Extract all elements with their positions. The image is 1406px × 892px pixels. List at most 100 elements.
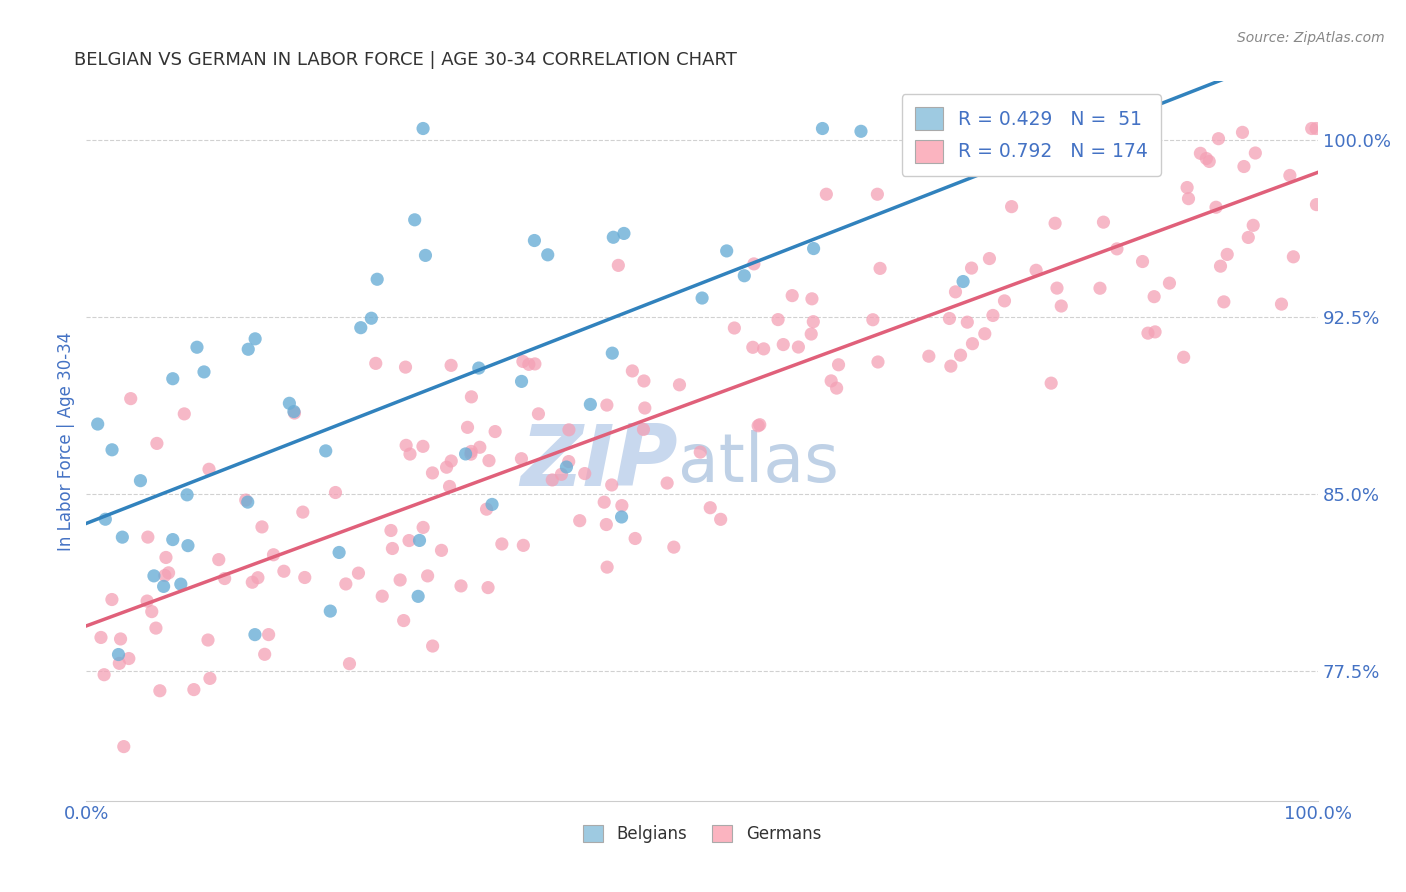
Point [537,248,560,262]
Point [371,589,394,603]
Point [1244,146,1267,161]
Point [1270,297,1292,311]
Point [1144,325,1167,339]
Point [602,230,624,244]
Point [1143,290,1166,304]
Point [510,451,533,466]
Point [440,454,463,468]
Point [170,577,193,591]
Point [849,124,872,138]
Point [869,261,891,276]
Point [801,315,824,329]
Point [450,579,472,593]
Point [240,575,263,590]
Point [1216,247,1239,261]
Point [723,321,745,335]
Point [579,397,602,411]
Point [454,447,477,461]
Point [236,495,259,509]
Point [512,538,534,552]
Point [422,466,444,480]
Point [263,548,285,562]
Point [993,293,1015,308]
Point [800,292,823,306]
Point [1237,230,1260,244]
Text: atlas: atlas [678,430,838,496]
Point [510,375,533,389]
Point [918,349,941,363]
Point [399,447,422,461]
Point [208,552,231,566]
Point [1092,215,1115,229]
Point [366,272,388,286]
Point [335,577,357,591]
Point [1208,131,1230,145]
Point [1177,192,1199,206]
Point [962,336,984,351]
Point [689,445,711,459]
Point [86,417,108,431]
Point [1132,254,1154,268]
Point [484,425,506,439]
Point [475,502,498,516]
Point [408,533,430,548]
Point [825,381,848,395]
Point [960,261,983,276]
Point [395,438,418,452]
Point [283,406,305,420]
Point [90,631,112,645]
Point [780,288,803,302]
Point [699,500,721,515]
Point [1198,154,1220,169]
Point [1136,326,1159,340]
Point [141,605,163,619]
Text: Source: ZipAtlas.com: Source: ZipAtlas.com [1237,31,1385,45]
Point [558,423,581,437]
Point [866,355,889,369]
Point [1043,216,1066,230]
Point [610,499,633,513]
Point [389,573,412,587]
Point [1278,169,1301,183]
Point [557,454,579,468]
Point [1301,121,1323,136]
Point [111,530,134,544]
Point [93,667,115,681]
Point [146,436,169,450]
Point [1233,160,1256,174]
Point [283,404,305,418]
Point [596,398,619,412]
Point [866,187,889,202]
Point [607,259,630,273]
Point [250,520,273,534]
Point [1241,219,1264,233]
Point [1050,299,1073,313]
Point [956,315,979,329]
Point [197,633,219,648]
Point [710,512,733,526]
Point [748,417,770,432]
Point [108,657,131,671]
Point [155,550,177,565]
Point [243,627,266,641]
Point [1105,242,1128,256]
Point [613,227,636,241]
Point [381,541,404,556]
Point [1209,259,1232,273]
Point [610,510,633,524]
Point [815,187,838,202]
Point [422,639,444,653]
Point [787,340,810,354]
Point [752,342,775,356]
Point [595,517,617,532]
Point [235,493,257,508]
Point [949,348,972,362]
Legend: R = 0.429   N =  51, R = 0.792   N = 174: R = 0.429 N = 51, R = 0.792 N = 174 [901,95,1161,176]
Point [394,360,416,375]
Point [460,390,482,404]
Point [347,566,370,581]
Point [406,590,429,604]
Point [460,444,482,458]
Point [741,340,763,354]
Point [800,326,823,341]
